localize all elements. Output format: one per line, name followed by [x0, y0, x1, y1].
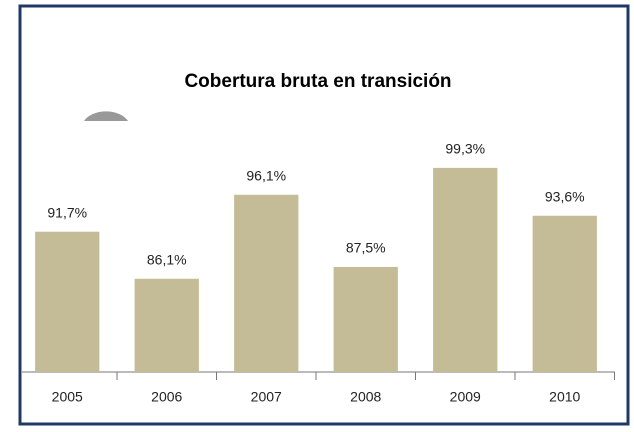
x-tick-label: 2009: [450, 389, 481, 405]
x-tick-label: 2005: [52, 389, 83, 405]
bar: [35, 231, 100, 372]
chart-title: Cobertura bruta en transición: [184, 71, 451, 92]
bar: [433, 167, 498, 372]
value-label: 91,7%: [47, 204, 87, 220]
decoration: [84, 111, 128, 121]
bar: [532, 215, 597, 372]
frame: [18, 4, 630, 426]
x-tick-label: 2010: [549, 389, 580, 405]
x-tick-label: 2006: [151, 389, 182, 405]
bar: [134, 278, 199, 372]
value-label: 86,1%: [147, 251, 187, 267]
bar: [234, 194, 299, 372]
value-label: 93,6%: [545, 188, 585, 204]
value-label: 99,3%: [445, 141, 485, 157]
bar: [333, 267, 398, 372]
x-tick-label: 2008: [350, 389, 381, 405]
value-label: 96,1%: [246, 167, 286, 183]
value-label: 87,5%: [346, 240, 386, 256]
x-tick-label: 2007: [251, 389, 282, 405]
